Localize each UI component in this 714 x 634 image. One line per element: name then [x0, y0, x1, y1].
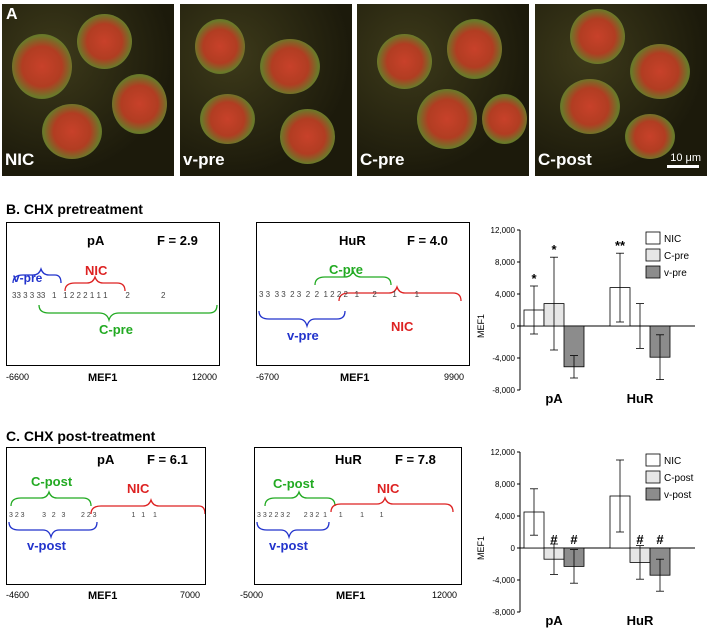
group-label: v-pre: [287, 328, 319, 343]
micrograph-label: C-post: [538, 150, 592, 169]
micrograph-label: NIC: [5, 150, 35, 169]
scale-bar-label: 10 μm: [670, 152, 701, 164]
micrograph-c-pre: C-pre: [357, 4, 529, 176]
y-tick-label: 12,000: [491, 226, 516, 235]
significance-mark: *: [531, 271, 537, 286]
legend-swatch: [645, 453, 661, 467]
plot-f-value: F = 6.1: [147, 452, 188, 467]
y-tick-label: 8,000: [495, 258, 516, 267]
dot-plot-c-hur: HuR F = 7.8 C-post NIC v-post 3 3 2 2 3 …: [254, 447, 462, 585]
plot-title: HuR: [335, 452, 362, 467]
significance-mark: #: [656, 532, 664, 547]
legend-swatch: [645, 470, 661, 484]
section-b-title: B. CHX pretreatment: [6, 201, 143, 217]
dot-plot-b-pa: pA F = 2.9 v-pre NIC C-pre 33 3 3 33 1 1…: [6, 222, 220, 366]
y-axis-label: MEF1: [476, 314, 486, 338]
significance-mark: #: [636, 532, 644, 547]
plot-f-value: F = 4.0: [407, 233, 448, 248]
x-min-label: -4600: [6, 590, 30, 600]
group-label: C-post: [273, 476, 315, 491]
x-axis-label: MEF1: [88, 590, 118, 602]
micrograph-v-pre: v-pre: [180, 4, 352, 176]
micrograph-label: C-pre: [360, 150, 405, 169]
category-label: HuR: [627, 613, 654, 628]
y-tick-label: -8,000: [492, 608, 515, 617]
y-tick-label: -4,000: [492, 576, 515, 585]
x-max-label: 9900: [444, 372, 465, 382]
x-axis-label: MEF1: [340, 372, 370, 384]
plot-title: pA: [97, 452, 115, 467]
legend-label: NIC: [664, 456, 681, 467]
x-axis-label: MEF1: [88, 372, 118, 384]
group-label: v-post: [27, 538, 66, 553]
x-min-label: -6700: [256, 372, 280, 382]
y-tick-label: 12,000: [491, 448, 516, 457]
group-label: NIC: [391, 319, 414, 334]
significance-mark: **: [615, 238, 626, 253]
dot-digits: 3 3 2 2 3 2 2 3 2 1 1 1 1: [257, 512, 384, 519]
scale-bar: [667, 165, 699, 168]
group-label: C-pre: [329, 262, 363, 277]
plot-title: HuR: [339, 233, 366, 248]
dot-digits: 3 3 3 3 2 3 2 2 1 2 2 2 1 2 1 1: [259, 290, 420, 299]
plot-f-value: F = 7.8: [395, 452, 436, 467]
group-label: v-post: [269, 538, 308, 553]
legend-label: v-post: [664, 490, 691, 501]
legend-swatch: [645, 487, 661, 501]
y-axis-label: MEF1: [476, 536, 486, 560]
legend-swatch: [645, 231, 661, 245]
dot-digits: 3 2 3 3 2 3 2 2 3 1 1 1: [9, 512, 157, 519]
legend-label: C-pre: [664, 251, 689, 262]
group-label: NIC: [377, 481, 400, 496]
plot-title: pA: [87, 233, 105, 248]
group-label: C-pre: [99, 322, 133, 337]
x-max-label: 12000: [432, 590, 458, 600]
legend-swatch: [645, 265, 661, 279]
y-tick-label: -4,000: [492, 354, 515, 363]
legend-swatch: [645, 248, 661, 262]
y-tick-label: 0: [511, 322, 516, 331]
micrograph-nic: A NIC: [2, 4, 174, 176]
y-tick-label: 4,000: [495, 512, 516, 521]
legend-label: C-post: [664, 473, 694, 484]
plot-f-value: F = 2.9: [157, 233, 198, 248]
section-c-title: C. CHX post-treatment: [6, 428, 156, 444]
y-tick-label: -8,000: [492, 386, 515, 395]
x-axis-label: MEF1: [336, 590, 366, 602]
significance-mark: #: [550, 532, 558, 547]
group-label: C-post: [31, 474, 73, 489]
dot-plot-b-hur: HuR F = 4.0 C-pre v-pre NIC 3 3 3 3 2 3 …: [256, 222, 470, 366]
category-label: pA: [545, 391, 563, 406]
micrograph-label: v-pre: [183, 150, 225, 169]
group-label: NIC: [127, 481, 150, 496]
legend-label: NIC: [664, 234, 681, 245]
group-label: NIC: [85, 263, 108, 278]
x-max-label: 12000: [192, 372, 218, 382]
x-min-label: -5000: [240, 590, 264, 600]
y-tick-label: 4,000: [495, 290, 516, 299]
dot-digits: 33 3 3 33 1 1 2 2 2 1 1 1 2 2: [12, 291, 166, 300]
bar-chart-pretreatment: 12,0008,0004,0000-4,000-8,000MEF1**pA**H…: [476, 226, 695, 406]
panel-a-letter: A: [6, 6, 18, 23]
micrograph-c-post: C-post 10 μm: [535, 4, 707, 176]
legend-label: v-pre: [664, 268, 687, 279]
significance-mark: #: [570, 532, 578, 547]
x-min-label: -6600: [6, 372, 30, 382]
dot-plot-c-pa: pA F = 6.1 C-post NIC v-post 3 2 3 3 2 3…: [6, 447, 206, 585]
x-max-label: 7000: [180, 590, 201, 600]
group-label: v-pre: [13, 271, 43, 285]
bar-chart-post-treatment: 12,000 8,000 4,000 0 -4,000 -8,000 MEF1 # # pA # # H…: [476, 448, 695, 628]
y-tick-label: 0: [511, 544, 516, 553]
category-label: pA: [545, 613, 563, 628]
y-tick-label: 8,000: [495, 480, 516, 489]
category-label: HuR: [627, 391, 654, 406]
significance-mark: *: [551, 242, 557, 257]
